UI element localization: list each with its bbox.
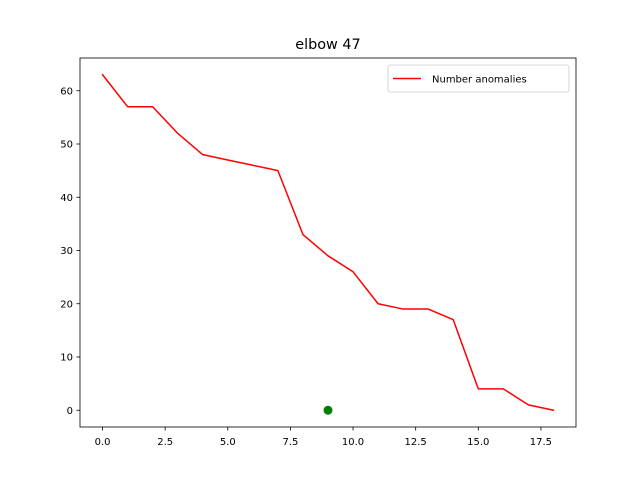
x-tick-label: 5.0 [220,437,236,448]
plot-background [80,58,576,427]
x-tick-label: 2.5 [157,437,173,448]
legend: Number anomalies [387,64,570,93]
y-tick-label: 30 [60,246,73,257]
y-tick-label: 60 [60,86,73,97]
y-tick-label: 0 [67,406,73,417]
chart-title: elbow 47 [295,37,360,53]
series-line-0 [101,73,555,412]
y-tick-label: 50 [60,140,73,151]
marker-point-0 [323,405,333,415]
y-tick-label: 40 [60,193,73,204]
legend-box [387,64,570,93]
x-tick-label: 15.0 [467,437,489,448]
x-tick-label: 10.0 [342,437,364,448]
x-tick-label: 0.0 [95,437,111,448]
legend-label: Number anomalies [432,75,527,86]
x-tick-label: 12.5 [405,437,427,448]
x-tick-label: 17.5 [530,437,552,448]
x-tick-label: 7.5 [282,437,298,448]
y-tick-label: 10 [60,353,73,364]
axes-frame [79,57,577,428]
y-tick-label: 20 [60,299,73,310]
plot-area: 0.0 2.5 5.0 7.5 10.0 12.5 15.0 17.5 0 10 20 30 40 50 6… [60,57,577,448]
